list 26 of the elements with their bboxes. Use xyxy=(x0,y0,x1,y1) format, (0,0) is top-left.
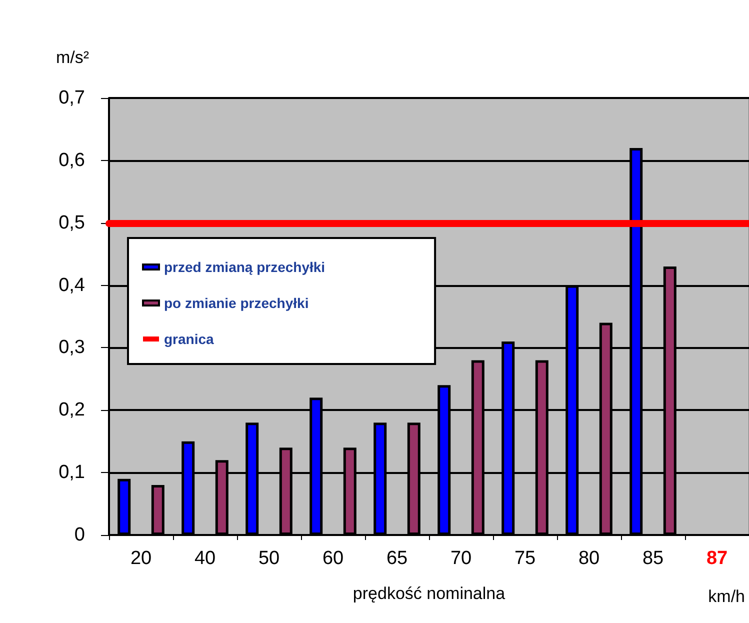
x-tick-label: 60 xyxy=(322,548,344,569)
x-tick-label: 40 xyxy=(194,548,216,569)
bar xyxy=(118,478,131,535)
y-axis-title: m/s² xyxy=(56,48,90,67)
y-tick-label: 0,5 xyxy=(58,212,85,234)
y-tick-label: 0,2 xyxy=(58,400,85,421)
text: km/h xyxy=(708,587,746,606)
y-tick-label: 0 xyxy=(74,524,85,546)
y-tick-label: 0,7 xyxy=(58,88,85,108)
legend-label: granica xyxy=(164,331,214,347)
x-axis-title: prędkość nominalna xyxy=(352,584,506,603)
x-tick-label: 70 xyxy=(450,548,472,569)
x-tick-label: 75 xyxy=(514,548,536,569)
y-tick-label: 0,1 xyxy=(58,462,85,484)
x-tick-label: 50 xyxy=(258,548,280,569)
x-tick-label: 87 xyxy=(706,548,728,569)
bar xyxy=(151,485,164,535)
y-tick-label: 0,6 xyxy=(58,150,85,171)
y-tick-label: 0,4 xyxy=(58,274,86,296)
x-tick-label: 65 xyxy=(386,548,408,569)
legend-label: przed zmianą przechyłki xyxy=(164,259,326,275)
x-tick-label: 20 xyxy=(130,548,152,569)
x-tick-label: 85 xyxy=(642,548,664,569)
x-tick-label: 80 xyxy=(578,548,600,569)
legend-label: po zmianie przechyłki xyxy=(164,295,309,311)
y-tick-label: 0,3 xyxy=(58,337,85,358)
